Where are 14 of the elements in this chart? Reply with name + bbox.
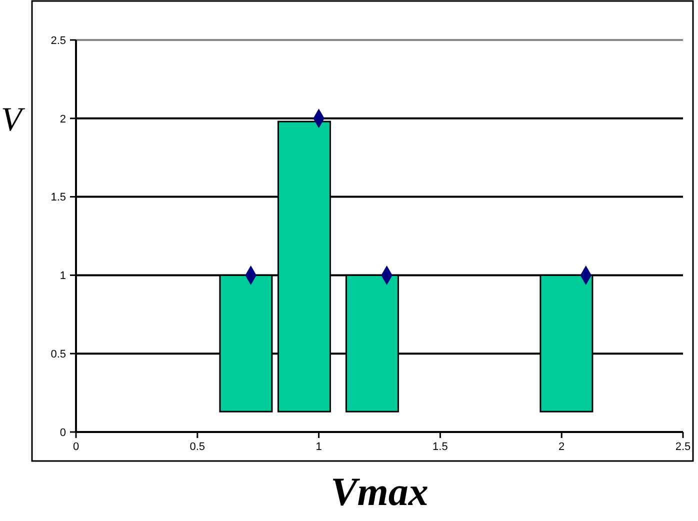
x-tick-label: 1	[316, 441, 322, 453]
y-tick-label: 0.5	[50, 348, 66, 360]
y-tick-label: 2.5	[50, 34, 66, 47]
x-tick-label: 2	[558, 441, 565, 453]
y-axis-title: V	[1, 101, 26, 138]
x-tick-label: 0	[72, 441, 80, 453]
y-tick-label: 1	[60, 270, 66, 282]
y-tick-label: 2	[60, 113, 66, 126]
x-tick-label: 2.5	[675, 441, 691, 453]
y-tick-label: 0	[60, 426, 66, 439]
x-axis-title: Vmax	[330, 469, 428, 514]
x-tick-label: 0.5	[190, 441, 206, 453]
x-tick-label: 1.5	[432, 441, 448, 453]
y-tick-label: 1.5	[50, 192, 66, 204]
